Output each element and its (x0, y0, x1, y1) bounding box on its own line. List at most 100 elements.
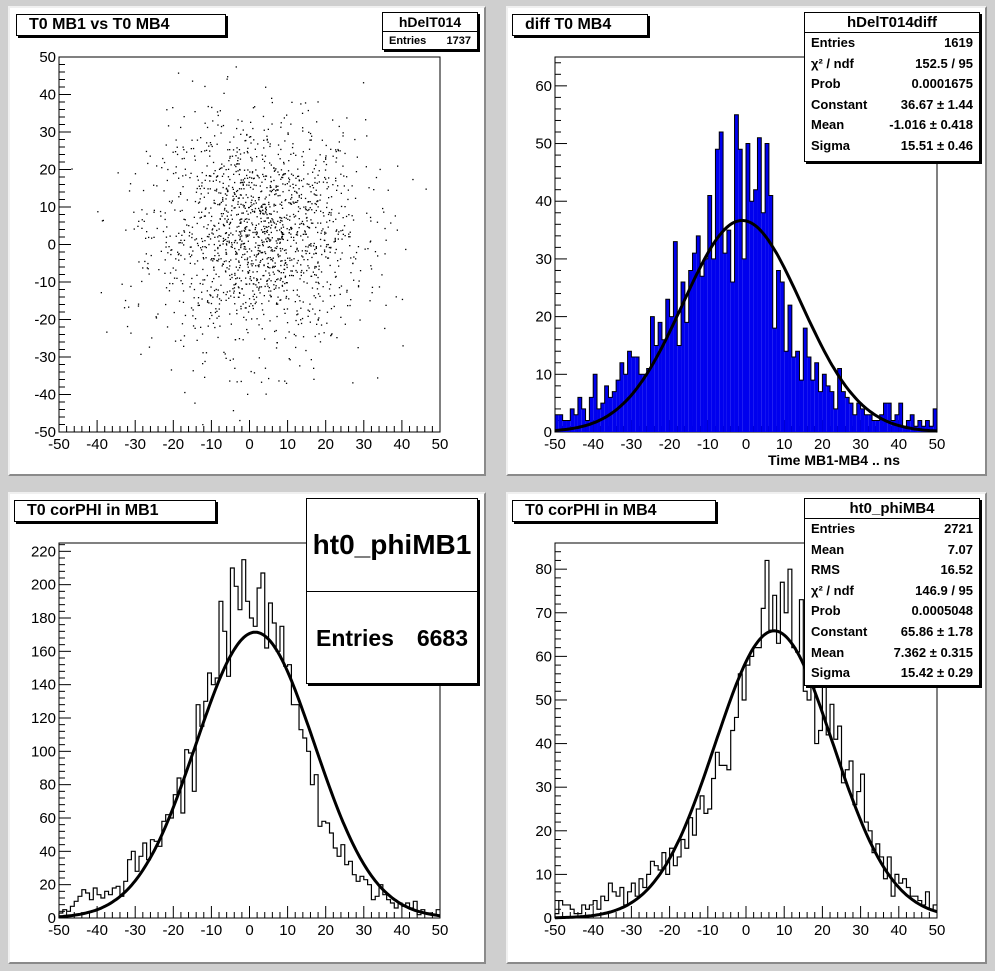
scatter-point (266, 213, 268, 216)
scatter-point (268, 272, 270, 274)
scatter-point (309, 186, 311, 188)
scatter-point (335, 157, 338, 159)
y-tick-label: 50 (535, 692, 552, 709)
scatter-point (232, 410, 235, 412)
scatter-point (305, 233, 307, 235)
scatter-point (213, 266, 215, 268)
scatter-point (235, 230, 237, 232)
scatter-point (344, 235, 346, 237)
scatter-point (292, 201, 294, 203)
scatter-point (317, 281, 319, 284)
scatter-point (312, 187, 315, 189)
stats-row: Mean 7.07 (805, 540, 979, 561)
scatter-point (240, 181, 242, 184)
scatter-point (189, 231, 191, 234)
scatter-point (275, 285, 277, 287)
scatter-point (279, 194, 281, 197)
scatter-point (261, 181, 263, 183)
scatter-point (355, 171, 358, 173)
scatter-point (277, 185, 279, 187)
pad-diff-histogram[interactable]: -50 -40 -30 -20 -10 0 10 20 30 40 50 0 10 20 30 40 50 60 … (506, 6, 987, 476)
scatter-point (244, 140, 246, 142)
scatter-point (259, 261, 261, 263)
scatter-point (146, 267, 148, 269)
scatter-point (328, 211, 330, 214)
pad-scatter[interactable]: -50 -40 -30 -20 -10 0 10 20 30 40 50 -50 -40 -30 -20 -1… (8, 6, 486, 476)
y-tick-label: 40 (535, 736, 552, 753)
histogram-bar (635, 357, 640, 432)
scatter-point (244, 258, 246, 261)
scatter-point (206, 227, 208, 230)
scatter-point (218, 315, 220, 317)
scatter-point (250, 370, 252, 373)
scatter-point (255, 301, 257, 303)
scatter-point (258, 196, 260, 199)
pad-phi-mb4[interactable]: -50 -40 -30 -20 -10 0 10 20 30 40 50 0 10 20 30 40 50 60 7… (506, 492, 987, 964)
scatter-point (324, 231, 326, 233)
scatter-point (256, 279, 258, 282)
scatter-point (219, 181, 221, 183)
scatter-point (226, 291, 228, 293)
scatter-point (308, 227, 311, 229)
scatter-point (250, 195, 252, 197)
scatter-point (178, 242, 180, 244)
scatter-point (246, 263, 249, 266)
scatter-point (133, 228, 135, 230)
scatter-point (233, 198, 235, 200)
scatter-point (294, 223, 296, 225)
scatter-point (296, 262, 298, 264)
scatter-point (182, 146, 184, 148)
scatter-point (250, 136, 252, 138)
scatter-point (325, 256, 327, 258)
scatter-point (205, 207, 207, 209)
y-tick-label: 10 (535, 366, 552, 383)
histogram-bar (891, 420, 895, 432)
scatter-point (246, 259, 248, 261)
scatter-point (378, 286, 381, 288)
scatter-point (228, 297, 230, 299)
scatter-point (237, 269, 239, 271)
scatter-point (283, 173, 285, 175)
scatter-point (191, 236, 193, 239)
scatter-point (248, 305, 251, 307)
scatter-point (325, 155, 327, 157)
scatter-point (194, 263, 196, 265)
scatter-point (252, 196, 254, 198)
scatter-point (153, 184, 155, 186)
scatter-point (241, 218, 243, 220)
histogram-bar (688, 270, 693, 432)
scatter-point (231, 218, 233, 220)
stats-value: 152.5 / 95 (915, 55, 973, 71)
scatter-point (195, 191, 198, 193)
stats-box: ht0_phiMB1 Entries 6683 (306, 498, 478, 684)
scatter-point (274, 330, 276, 333)
scatter-point (344, 152, 346, 155)
phi-mb1-histogram: -50 -40 -30 -20 -10 0 10 20 30 40 5002040608010012… (31, 542, 448, 939)
scatter-point (247, 393, 249, 395)
scatter-point (284, 275, 287, 277)
scatter-point (178, 232, 180, 234)
scatter-point (197, 297, 200, 299)
scatter-point (265, 238, 267, 240)
stats-row: Sigma 15.51 ± 0.46 (805, 136, 979, 157)
scatter-point (270, 239, 272, 241)
scatter-point (251, 177, 253, 179)
pad-phi-mb1[interactable]: -50 -40 -30 -20 -10 0 10 20 30 40 50 0 20 40 60 80 100 12… (8, 492, 486, 964)
scatter-point (145, 150, 148, 153)
scatter-point (244, 228, 247, 230)
y-tick-label: 80 (535, 561, 552, 578)
scatter-point (295, 177, 297, 179)
stats-box: hDelT014diff Entries 1619 χ² / ndf 152.5 /… (804, 12, 980, 162)
scatter-point (329, 264, 331, 267)
scatter-point (164, 259, 166, 261)
scatter-point (301, 112, 304, 114)
scatter-point (209, 318, 211, 320)
histogram-bar (757, 137, 762, 432)
scatter-point (265, 209, 267, 211)
scatter-point (338, 141, 340, 143)
scatter-point (303, 281, 305, 283)
scatter-point (225, 293, 227, 296)
scatter-point (315, 281, 317, 283)
scatter-point (286, 308, 289, 310)
x-tick-label: 20 (317, 436, 334, 453)
